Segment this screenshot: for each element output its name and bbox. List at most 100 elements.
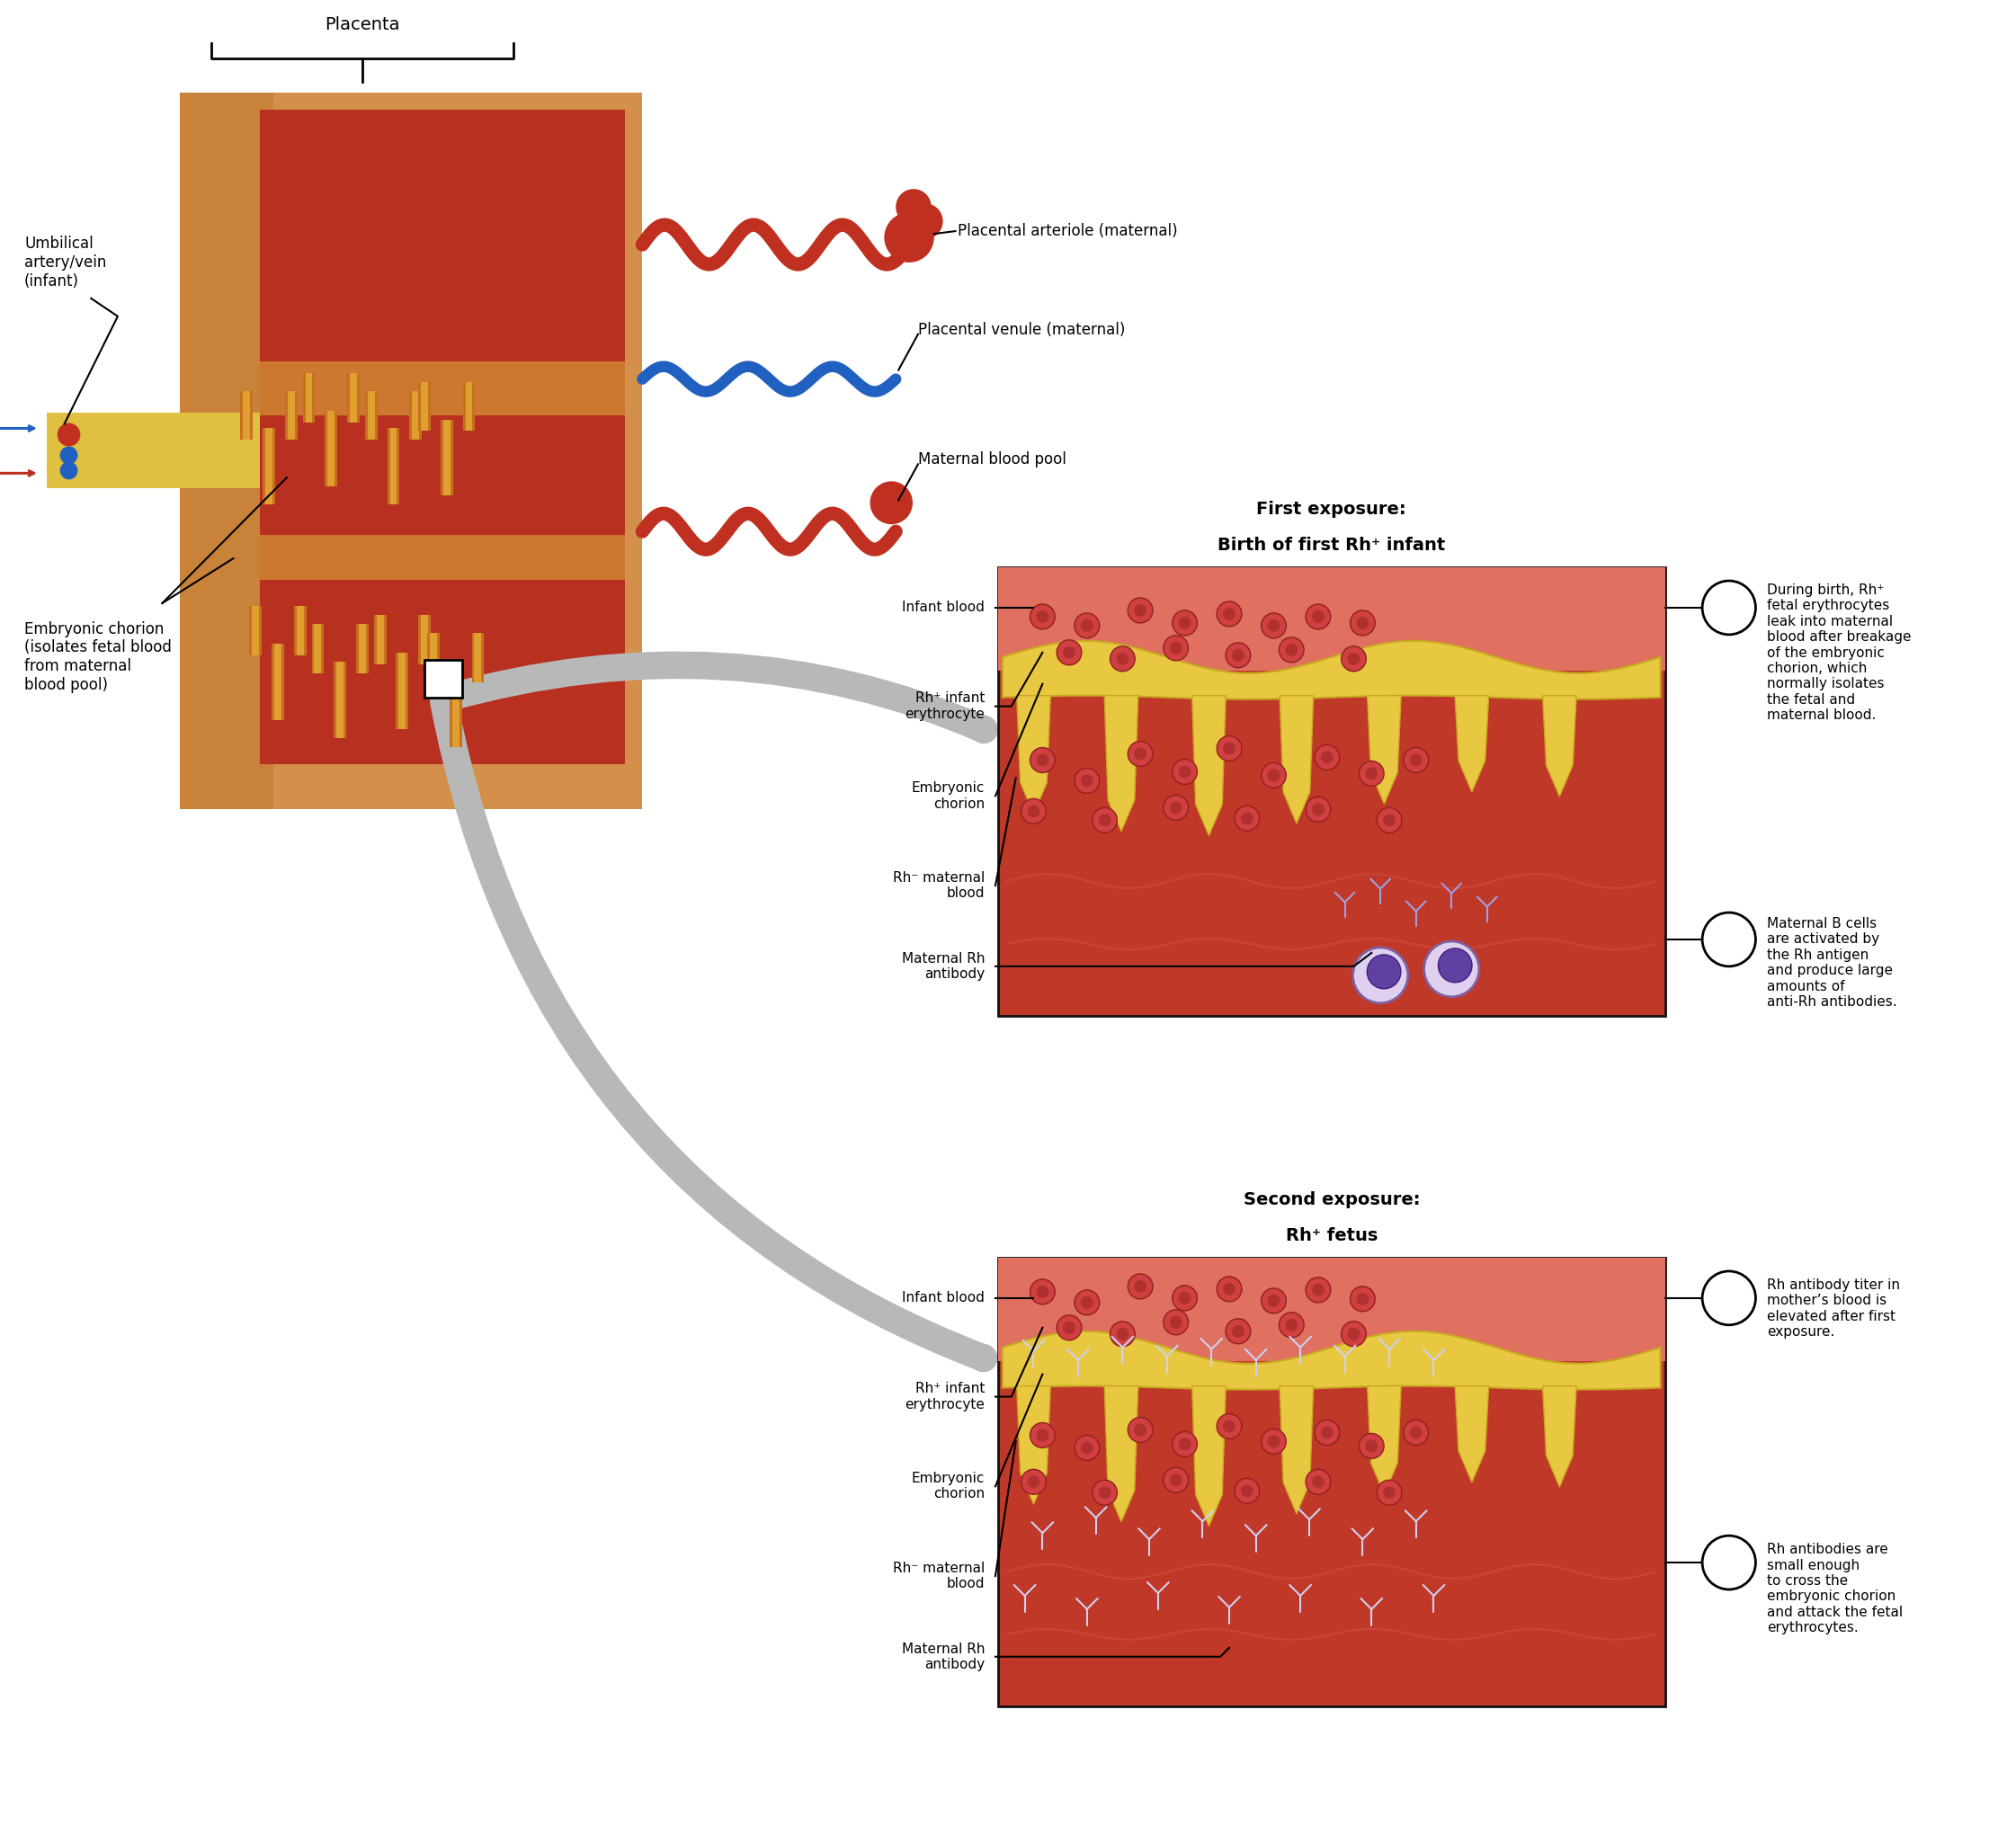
Circle shape [1218,601,1242,627]
Circle shape [1377,1480,1401,1506]
Text: Infant blood: Infant blood [901,601,984,614]
Circle shape [1262,614,1286,638]
Polygon shape [1191,1386,1226,1526]
Polygon shape [1280,695,1314,824]
Circle shape [1367,955,1401,988]
Circle shape [1218,1277,1242,1301]
Bar [284,391,296,440]
Polygon shape [1105,1386,1139,1522]
Text: Maternal blood pool: Maternal blood pool [917,452,1066,468]
Circle shape [1218,735,1242,761]
Text: First exposure:: First exposure: [1256,501,1407,518]
Circle shape [1036,610,1048,623]
Circle shape [1347,1327,1361,1340]
Circle shape [1099,815,1111,826]
Text: 2: 2 [1724,931,1734,947]
Circle shape [1081,1296,1093,1309]
Circle shape [1075,1436,1099,1460]
Circle shape [1240,1485,1254,1497]
Text: Rh⁺ fetus: Rh⁺ fetus [1286,1227,1377,1244]
Circle shape [1169,1474,1181,1485]
Bar [312,623,325,673]
Bar [335,662,347,737]
Circle shape [1075,769,1099,792]
Polygon shape [1280,1386,1314,1513]
Bar [450,671,462,746]
Circle shape [1314,1419,1339,1445]
Circle shape [1365,767,1377,780]
Bar [421,616,427,663]
Circle shape [1036,754,1048,767]
Bar [425,660,462,697]
Circle shape [1702,912,1756,966]
Bar [260,534,625,581]
Text: Maternal B cells
are activated by
the Rh antigen
and produce large
amounts of
an: Maternal B cells are activated by the Rh… [1768,918,1897,1008]
Bar [998,1257,1665,1360]
Circle shape [1262,1428,1286,1454]
Bar [998,1257,1665,1707]
Circle shape [1268,1294,1280,1307]
Circle shape [907,203,943,240]
Circle shape [1268,619,1280,632]
Circle shape [1312,610,1325,623]
Circle shape [1268,769,1280,781]
Polygon shape [1105,695,1139,831]
Circle shape [1135,748,1147,759]
Bar [294,606,306,656]
Polygon shape [1542,1386,1577,1487]
Circle shape [1179,765,1191,778]
Circle shape [895,190,931,225]
Circle shape [1403,1419,1429,1445]
Bar [421,382,427,431]
Bar [179,92,643,809]
Circle shape [1179,617,1191,628]
Bar [427,632,439,682]
Circle shape [1224,608,1236,621]
Circle shape [1173,610,1198,636]
Circle shape [1081,1441,1093,1454]
Text: Rh⁺ infant
erythrocyte: Rh⁺ infant erythrocyte [905,1382,984,1412]
Circle shape [1320,752,1333,763]
Circle shape [1232,1325,1244,1338]
Bar [429,632,437,682]
Bar [367,391,375,440]
Polygon shape [1002,641,1661,698]
Bar [244,391,250,440]
Text: Rh antibody titer in
mother’s blood is
elevated after first
exposure.: Rh antibody titer in mother’s blood is e… [1768,1279,1901,1338]
Circle shape [1359,1434,1383,1458]
Bar [296,606,304,656]
Circle shape [1075,1290,1099,1316]
Text: Rh antibodies are
small enough
to cross the
embryonic chorion
and attack the fet: Rh antibodies are small enough to cross … [1768,1543,1903,1635]
Circle shape [1179,1438,1191,1450]
Circle shape [1409,754,1421,767]
Circle shape [1135,1281,1147,1292]
Circle shape [1320,1426,1333,1439]
Text: Embryonic
chorion: Embryonic chorion [911,1473,984,1500]
Circle shape [1347,652,1361,665]
Circle shape [1030,605,1054,628]
Bar [357,623,369,673]
Circle shape [1127,597,1153,623]
Bar [337,662,343,737]
Text: Infant blood: Infant blood [901,1292,984,1305]
Circle shape [1163,1310,1187,1334]
Bar [452,671,460,746]
Polygon shape [1456,695,1488,792]
Circle shape [1173,1286,1198,1310]
Bar [377,616,383,663]
Bar [464,382,476,431]
Circle shape [1226,643,1250,667]
Bar [252,606,260,656]
FancyArrowPatch shape [444,702,984,1358]
Circle shape [1383,1485,1395,1498]
Bar [998,568,1665,671]
Bar [472,632,484,682]
Circle shape [1240,813,1254,824]
Polygon shape [1002,1331,1661,1390]
Circle shape [1111,1321,1135,1347]
Circle shape [60,446,79,464]
Polygon shape [1367,1386,1401,1495]
Text: Birth of first Rh⁺ infant: Birth of first Rh⁺ infant [1218,536,1445,553]
Polygon shape [1456,1386,1488,1482]
Circle shape [1351,610,1375,636]
